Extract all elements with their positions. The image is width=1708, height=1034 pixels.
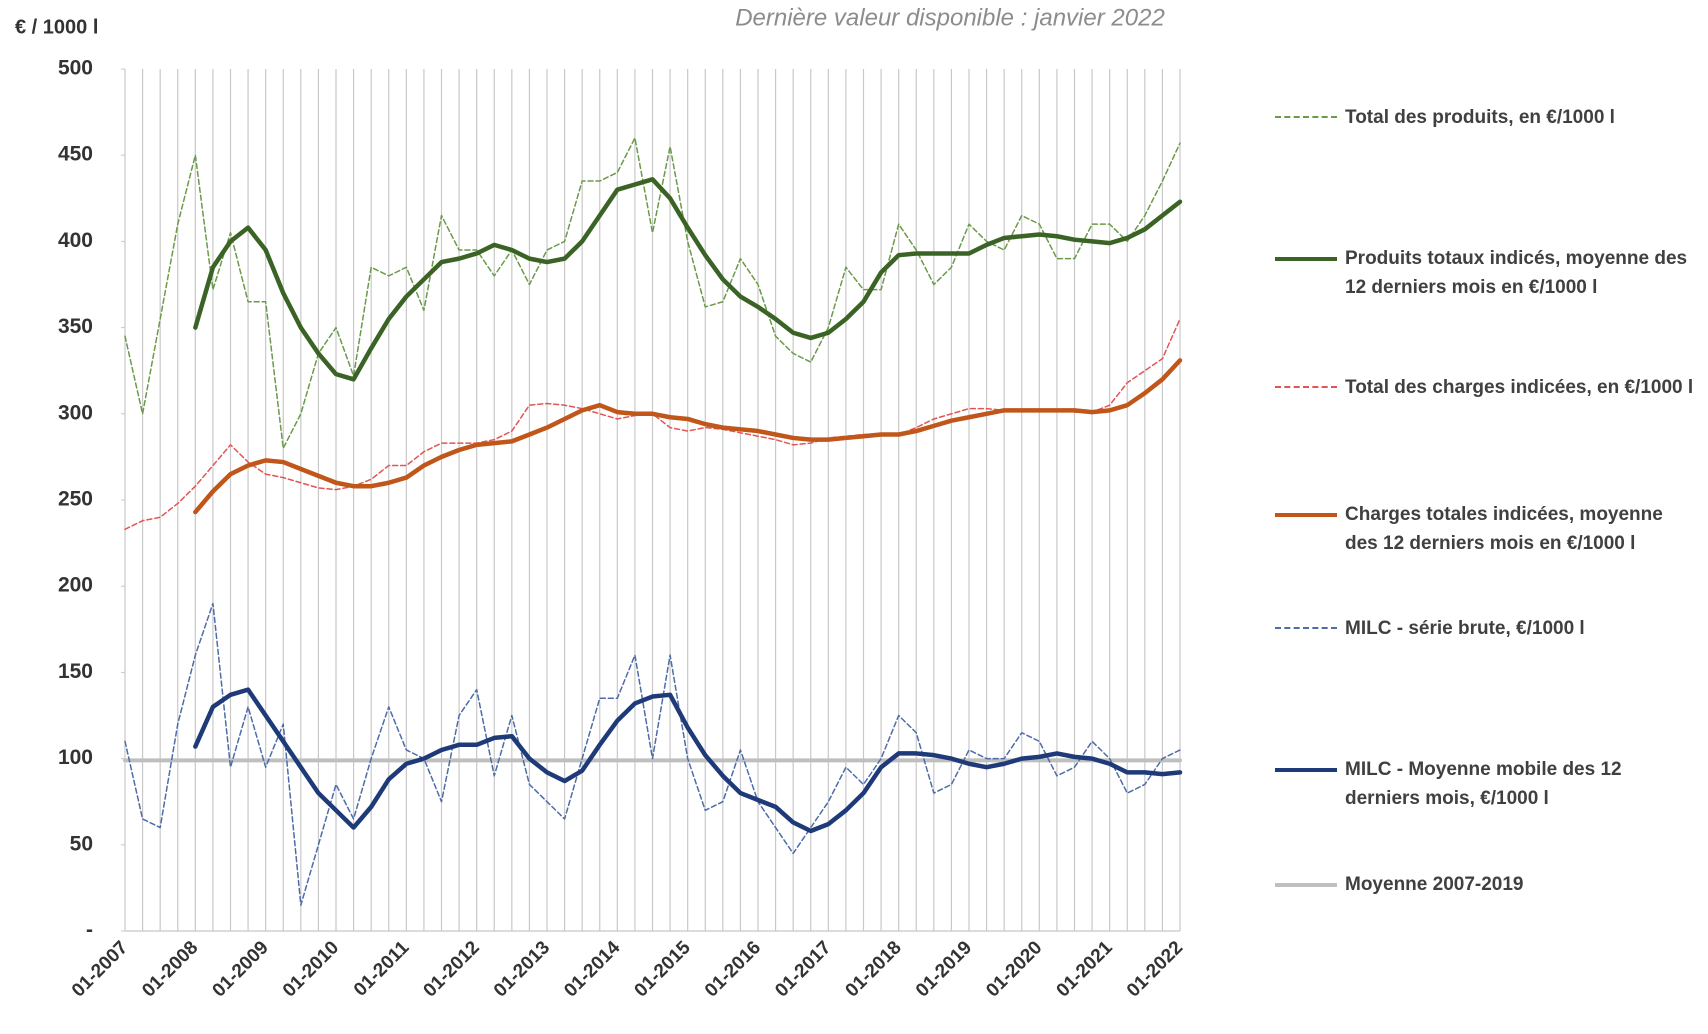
x-tick-label: 01-2015 <box>631 937 695 1001</box>
unit-label: € / 1000 l <box>15 16 98 38</box>
y-tick-label: 350 <box>58 315 93 338</box>
legend-label: Total des charges indicées, en €/1000 l <box>1345 377 1694 398</box>
x-tick-label: 01-2018 <box>842 937 906 1001</box>
legend-swatch <box>1275 257 1337 261</box>
x-tick-label: 01-2022 <box>1123 937 1187 1001</box>
y-tick-label: 500 <box>58 57 93 80</box>
x-tick-label: 01-2010 <box>279 937 343 1001</box>
x-tick-label: 01-2007 <box>68 937 132 1001</box>
x-tick-label: 01-2014 <box>560 937 624 1001</box>
legend-swatch <box>1275 768 1337 772</box>
y-tick-label: 450 <box>58 143 93 166</box>
y-tick-label: 50 <box>70 832 93 855</box>
x-tick-label: 01-2011 <box>350 937 414 1001</box>
x-tick-label: 01-2009 <box>209 937 273 1001</box>
legend-label: Total des produits, en €/1000 l <box>1345 107 1615 128</box>
y-tick-label: 250 <box>58 488 93 511</box>
legend-swatch <box>1275 116 1337 118</box>
x-tick-label: 01-2020 <box>982 937 1046 1001</box>
x-tick-label: 01-2008 <box>138 937 202 1001</box>
y-tick-label: - <box>86 919 93 942</box>
legend-swatch <box>1275 883 1337 887</box>
legend-label: MILC - Moyenne mobile des 12 derniers mo… <box>1345 759 1622 809</box>
x-tick-label: 01-2019 <box>912 937 976 1001</box>
y-tick-label: 150 <box>58 660 93 683</box>
x-tick-label: 01-2021 <box>1053 937 1117 1001</box>
legend: Total des produits, en €/1000 l Produits … <box>1270 0 1708 1034</box>
y-tick-label: 300 <box>58 401 93 424</box>
y-tick-label: 100 <box>58 746 93 769</box>
legend-label: Charges totales indicées, moyenne des 12… <box>1345 504 1663 554</box>
legend-swatch <box>1275 386 1337 388</box>
legend-label: Produits totaux indicés, moyenne des 12 … <box>1345 248 1688 298</box>
y-tick-label: 400 <box>58 229 93 252</box>
legend-label: MILC - série brute, €/1000 l <box>1345 618 1585 639</box>
chart-subtitle: Dernière valeur disponible : janvier 202… <box>735 4 1165 31</box>
x-tick-label: 01-2012 <box>420 937 484 1001</box>
series-line <box>193 177 1183 382</box>
x-tick-label: 01-2016 <box>701 937 765 1001</box>
legend-label: Moyenne 2007-2019 <box>1345 874 1524 895</box>
series-line <box>193 358 1183 515</box>
x-tick-label: 01-2013 <box>490 937 554 1001</box>
legend-swatch <box>1275 627 1337 629</box>
series-line <box>124 602 1181 906</box>
series-line <box>193 687 1183 834</box>
x-tick-label: 01-2017 <box>771 937 835 1001</box>
y-tick-label: 200 <box>58 574 93 597</box>
legend-swatch <box>1275 513 1337 517</box>
